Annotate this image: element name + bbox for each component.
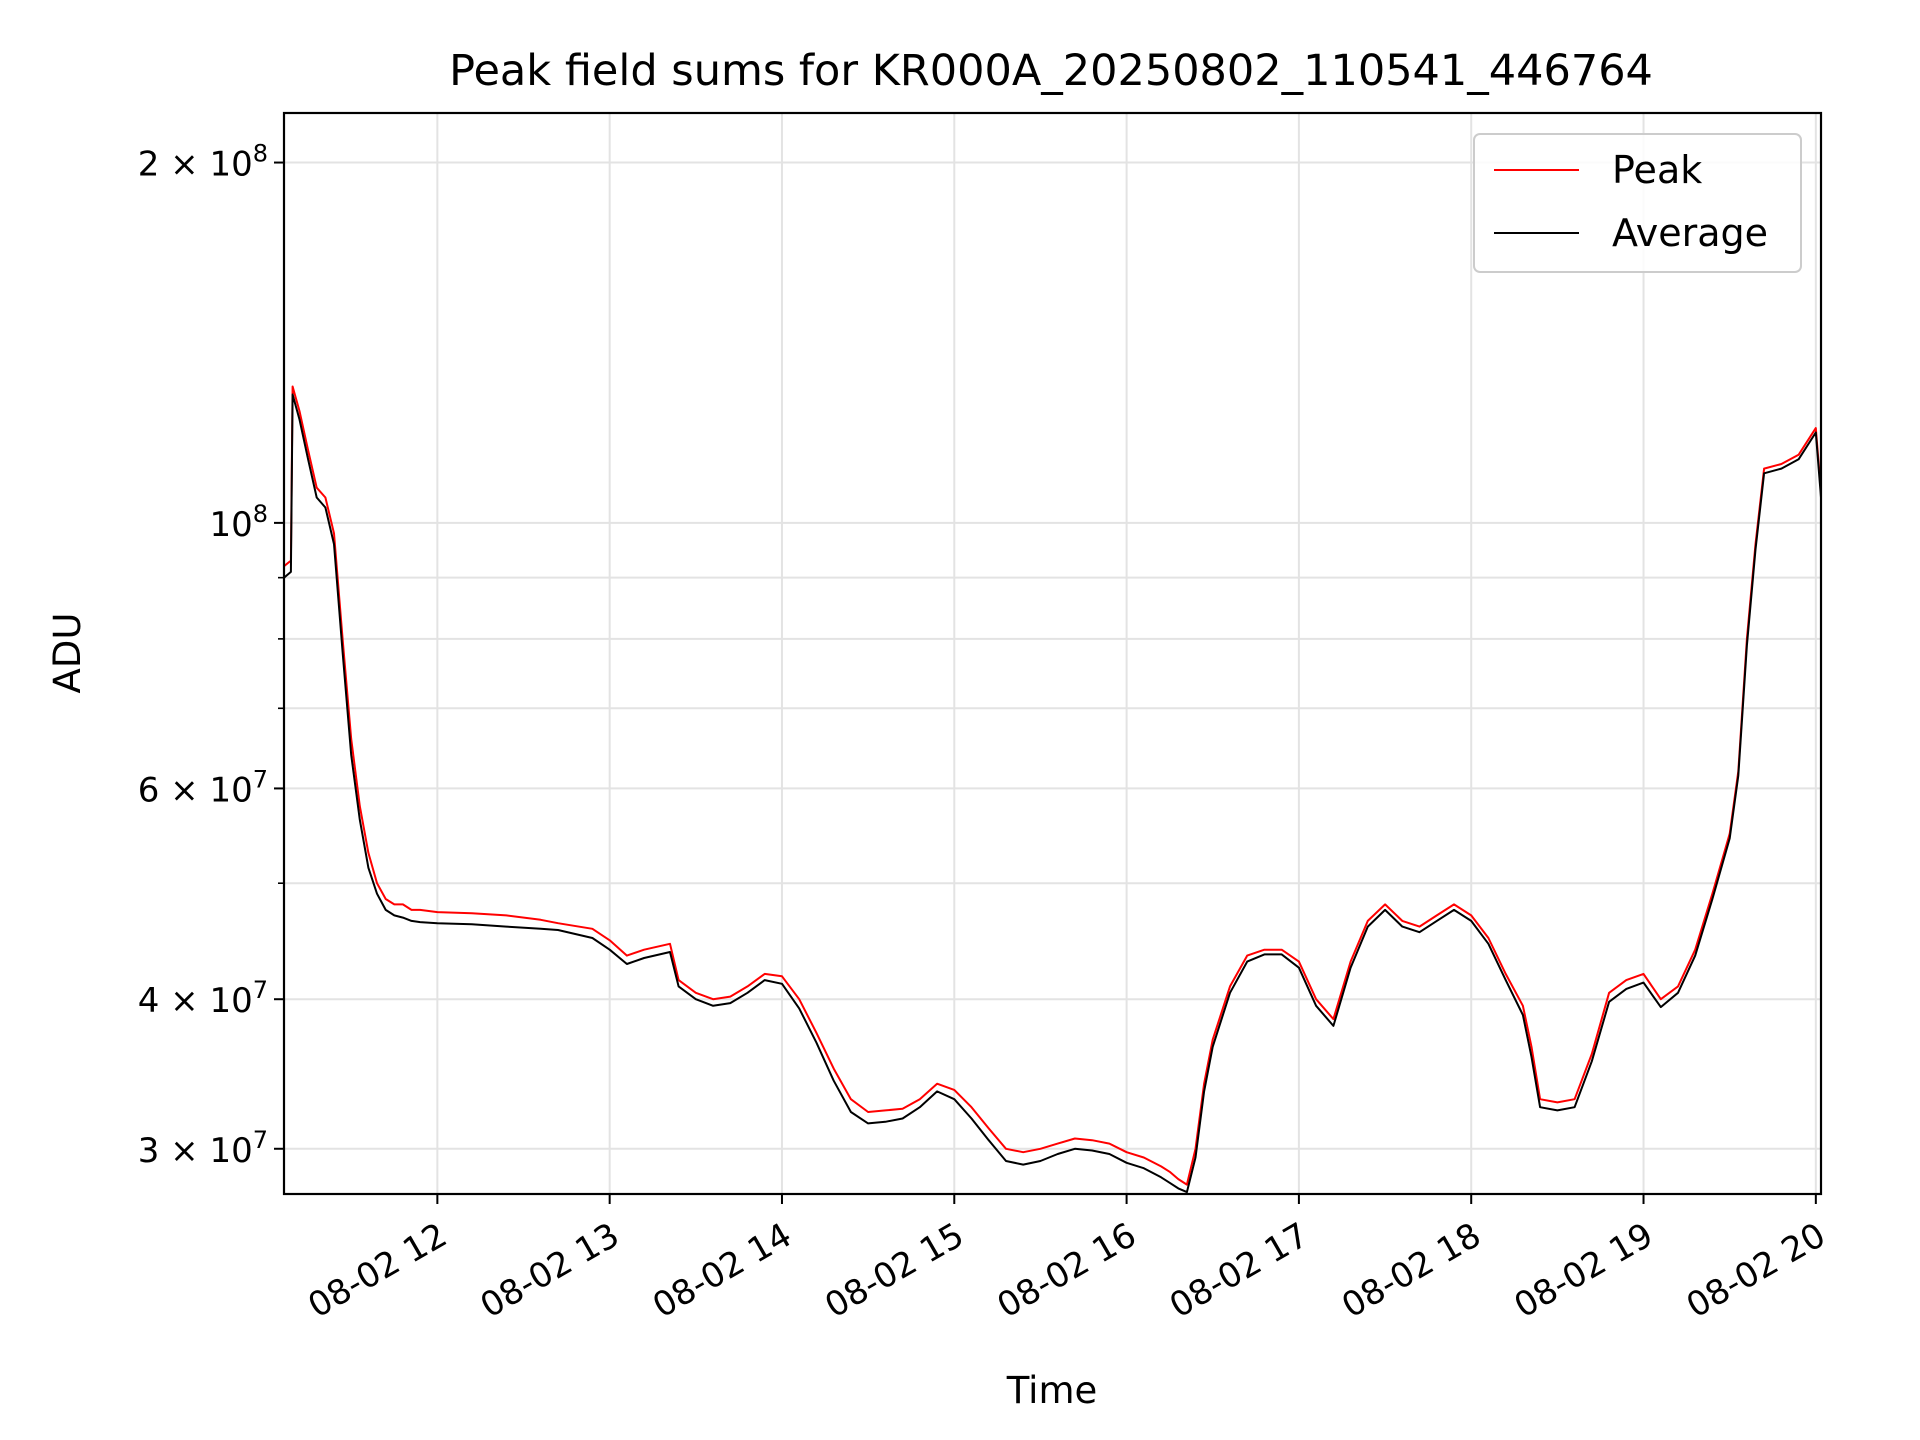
series-group: [284, 385, 1821, 1194]
y-tick-label: 108: [209, 500, 268, 545]
y-tick-label: 2 × 108: [138, 140, 268, 185]
legend-label-peak: Peak: [1612, 148, 1702, 192]
grid: [284, 113, 1821, 1194]
legend-box: [1473, 133, 1802, 273]
plot-area: [284, 385, 1821, 1194]
axes-frame: [282, 111, 1823, 1196]
x-axis-label: Time: [1006, 1369, 1098, 1412]
series-line-average: [284, 393, 1821, 1194]
legend: Peak Average: [1473, 133, 1802, 273]
chart-title: Peak field sums for KR000A_20250802_1105…: [449, 46, 1653, 96]
y-tick-label: 3 × 107: [138, 1126, 268, 1171]
y-axis-label: ADU: [46, 613, 89, 694]
y-tick-label: 4 × 107: [138, 976, 268, 1021]
series-line-peak: [284, 385, 1821, 1186]
y-tick-label: 6 × 107: [138, 765, 268, 810]
legend-label-average: Average: [1612, 211, 1768, 255]
y-axis: 3 × 107 4 × 107 6 × 107 108 2 × 108: [138, 140, 284, 1171]
